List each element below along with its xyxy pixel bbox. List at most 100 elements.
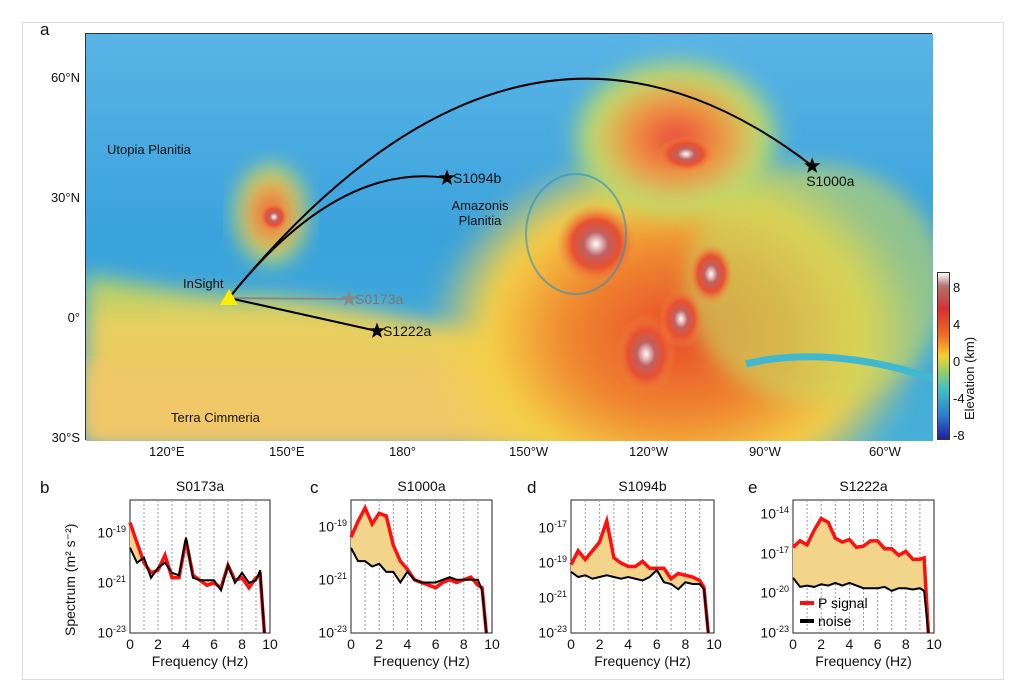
x-tick-label: 0: [126, 636, 134, 652]
x-tick-label: 4: [403, 636, 412, 652]
chart-title: S1094b: [618, 478, 667, 494]
colorbar-tick: -8: [953, 428, 965, 443]
tick-base: 10: [318, 571, 334, 588]
y-tick-label: 10-21: [538, 589, 567, 606]
panel-label-e: e: [748, 478, 758, 497]
tick-base: 10: [97, 524, 113, 541]
tick-exponent: -21: [553, 589, 567, 599]
y-tick-label: 10-19: [318, 518, 347, 535]
region-label: Amazonis Planitia: [451, 198, 509, 228]
lon-tick-label: 90°W: [749, 444, 781, 459]
tick-base: 10: [538, 554, 554, 571]
y-tick-label: 10-17: [760, 545, 789, 562]
event-star-icon[interactable]: [368, 322, 386, 338]
signal-swatch: [800, 601, 814, 605]
tick-exponent: -20: [775, 584, 789, 595]
panel-label-c: c: [310, 478, 319, 497]
lon-tick-label: 120°W: [629, 444, 669, 459]
x-tick-label: 6: [431, 636, 440, 652]
tick-exponent: -14: [775, 505, 789, 516]
colorbar-tick: 4: [953, 317, 961, 332]
elevation-colorbar: [937, 272, 950, 440]
colorbar-tick: 0: [953, 354, 961, 369]
region-label: Utopia Planitia: [107, 142, 191, 157]
legend-noise-label: noise: [818, 613, 852, 629]
chart-title: S1000a: [397, 478, 446, 494]
x-tick-label: 4: [182, 636, 190, 652]
tick-exponent: -19: [333, 517, 347, 528]
tick-base: 10: [538, 519, 554, 536]
tick-base: 10: [97, 574, 113, 591]
x-tick-label: 0: [789, 636, 797, 652]
x-tick-label: 10: [706, 636, 722, 652]
lon-tick-label: 60°W: [869, 444, 901, 459]
lon-tick-label: 120°E: [149, 444, 185, 459]
event-label: S0173a: [355, 291, 403, 307]
mars-elevation-map: [85, 33, 933, 441]
x-tick-label: 2: [817, 636, 826, 652]
station-label: InSight: [183, 276, 224, 291]
tick-base: 10: [318, 624, 334, 641]
x-tick-label: 6: [873, 636, 882, 652]
ray-path: [228, 297, 350, 300]
tick-base: 10: [97, 624, 113, 641]
tick-base: 10: [538, 624, 554, 641]
noise-line: [792, 577, 930, 634]
tick-exponent: -17: [775, 544, 789, 555]
x-tick-label: 2: [375, 636, 384, 652]
chart-title: S0173a: [175, 478, 225, 494]
tick-exponent: -19: [112, 523, 126, 534]
y-tick-label: 10-23: [97, 624, 126, 641]
y-tick-label: 10-21: [97, 574, 126, 591]
tick-base: 10: [760, 585, 776, 602]
tick-exponent: -21: [112, 573, 126, 584]
tick-base: 10: [538, 589, 554, 606]
tick-exponent: -21: [333, 570, 347, 581]
legend-signal-label: P signal: [818, 595, 868, 611]
tick-exponent: -17: [553, 519, 567, 529]
y-tick-label: 10-21: [318, 571, 347, 588]
y-tick-label: 10-23: [538, 624, 567, 641]
event-star-icon[interactable]: [340, 290, 358, 306]
legend-item-signal: P signal: [800, 594, 868, 612]
x-tick-label: 4: [624, 636, 633, 652]
y-tick-label: 10-19: [97, 524, 126, 541]
signal-noise-fill: [351, 507, 487, 633]
x-tick-label: 0: [567, 636, 575, 652]
legend-item-noise: noise: [800, 612, 868, 630]
tick-exponent: -23: [775, 624, 789, 634]
y-tick-label: 10-17: [538, 519, 567, 536]
ray-path: [228, 77, 813, 299]
x-tick-label: 4: [845, 636, 854, 652]
event-star-icon[interactable]: [438, 169, 456, 185]
x-axis-label: Frequency (Hz): [151, 653, 249, 669]
signal-line: [791, 516, 931, 634]
insight-station-icon[interactable]: [220, 289, 238, 305]
plot-area: [129, 499, 271, 634]
tick-base: 10: [760, 545, 776, 562]
x-tick-label: 6: [652, 636, 661, 652]
y-tick-label: 10-14: [760, 505, 789, 522]
tick-exponent: -23: [112, 624, 126, 634]
panel-label-a: a: [40, 20, 50, 39]
x-axis-label: Frequency (Hz): [594, 653, 691, 669]
signal-noise-fill: [793, 518, 929, 633]
lat-tick-label: 0°: [67, 310, 80, 325]
x-axis-label: Frequency (Hz): [373, 653, 470, 669]
x-tick-label: 10: [926, 636, 942, 652]
event-star-icon[interactable]: [804, 157, 821, 173]
panel-label-d: d: [527, 478, 537, 497]
noise-line: [350, 547, 488, 634]
x-tick-label: 8: [459, 636, 468, 652]
noise-line: [129, 537, 266, 634]
lon-tick-label: 150°W: [509, 444, 549, 459]
colorbar-tick: -4: [953, 391, 965, 406]
x-tick-label: 8: [901, 636, 910, 652]
x-tick-label: 2: [595, 636, 604, 652]
tick-exponent: -19: [553, 554, 567, 564]
